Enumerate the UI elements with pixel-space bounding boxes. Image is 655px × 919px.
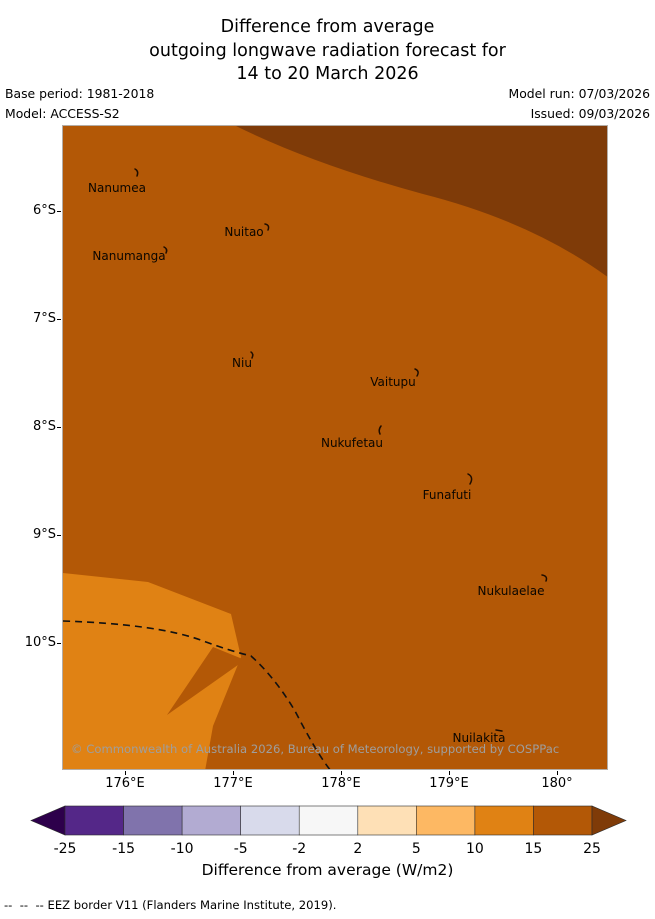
copyright-text: © Commonwealth of Australia 2026, Bureau… [71,742,560,756]
model-label: Model: ACCESS-S2 [5,106,120,121]
ytick-6s: 6°S [32,203,56,218]
axis-tickmark [57,427,61,428]
colorbar-canvas [30,805,627,836]
anomaly-wedge [167,647,245,715]
axis-tickmark [57,319,61,320]
model-run-label: Model run: 07/03/2026 [508,86,650,101]
base-period-label: Base period: 1981-2018 [5,86,155,101]
colorbar-segment [474,805,534,836]
axis-tickmark [57,211,61,212]
island-marker-vaitupu [414,368,419,377]
title-line-3: 14 to 20 March 2026 [236,64,419,84]
page-title: Difference from average outgoing longwav… [0,16,655,87]
xtick-176e: 176°E [105,776,145,791]
axis-tickmark [557,771,558,775]
colorbar: -25 -15 -10 -5 -2 2 5 10 15 25 [0,805,655,861]
colorbar-tick: 2 [353,841,363,857]
colorbar-segment [240,805,300,836]
island-marker-niu [250,351,254,359]
eez-border-line [63,620,331,769]
island-label-nuitao: Nuitao [224,225,264,239]
colorbar-arrow-right [591,805,627,836]
island-marker-nanumanga [163,246,168,254]
island-label-funafuti: Funafuti [422,488,472,502]
colorbar-segment [64,805,124,836]
title-line-1: Difference from average [220,17,435,37]
colorbar-tick: -15 [112,841,136,857]
colorbar-tick: 25 [583,841,601,857]
ytick-8s: 8°S [32,419,56,434]
island-label-nukufetau: Nukufetau [320,436,384,450]
colorbar-tick: -5 [233,841,248,857]
ytick-9s: 9°S [32,527,56,542]
eez-border-note: -- -- -- EEZ border V11 (Flanders Marine… [4,898,337,912]
axis-tickmark [125,771,126,775]
colorbar-tick: 10 [465,841,484,857]
colorbar-segment [181,805,242,836]
colorbar-segment [357,805,417,836]
xtick-179e: 179°E [429,776,469,791]
axis-tickmark [57,643,61,644]
axis-tickmark [449,771,450,775]
island-label-nukulaelae: Nukulaelae [477,584,545,598]
island-marker-funafuti [467,473,473,485]
xtick-178e: 178°E [321,776,361,791]
island-label-nanumanga: Nanumanga [92,249,166,263]
anomaly-region-low [63,573,241,769]
island-marker-nukulaelae [541,574,548,582]
xtick-180: 180° [541,776,573,791]
anomaly-region-high [236,126,607,277]
colorbar-segment [298,805,359,836]
island-label-niu: Niu [232,356,252,370]
colorbar-segment [123,805,183,836]
island-label-vaitupu: Vaitupu [370,375,416,389]
axis-tickmark [341,771,342,775]
island-marker-nanumea [134,168,139,177]
colorbar-tick: -2 [292,841,307,857]
axis-tickmark [233,771,234,775]
island-marker-nuitao [264,223,270,231]
colorbar-tick: -25 [53,841,77,857]
colorbar-segment [533,805,593,836]
colorbar-tick: -10 [170,841,194,857]
colorbar-tick: 5 [411,841,421,857]
island-label-nanumea: Nanumea [88,181,146,195]
colorbar-tick: 15 [524,841,543,857]
map-area: Nanumea Nuitao Nanumanga Niu Vaitupu Nuk… [62,125,608,770]
island-marker-nuilakita [495,729,503,732]
ytick-7s: 7°S [32,311,56,326]
issued-label: Issued: 09/03/2026 [530,106,650,121]
title-line-2: outgoing longwave radiation forecast for [149,40,506,61]
colorbar-label: Difference from average (W/m2) [201,861,454,879]
ytick-10s: 10°S [24,635,56,650]
island-marker-nukufetau [378,425,382,435]
colorbar-segment [415,805,476,836]
map-canvas [63,126,607,769]
colorbar-arrow-left [30,805,66,836]
island-label-nuilakita: Nuilakita [452,731,506,745]
axis-tickmark [57,535,61,536]
xtick-177e: 177°E [213,776,253,791]
